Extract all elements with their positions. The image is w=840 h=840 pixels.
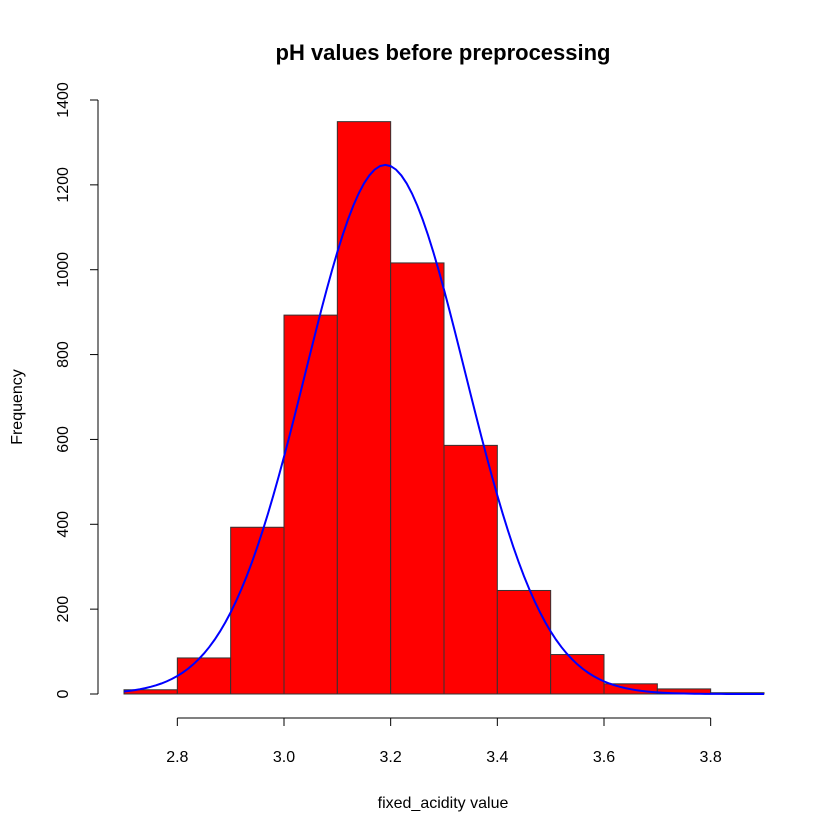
histogram-bar xyxy=(550,654,605,695)
y-tick-label: 1200 xyxy=(55,167,72,203)
x-tick-label: 3.6 xyxy=(593,749,615,766)
x-tick-label: 3.8 xyxy=(700,749,722,766)
histogram-bar xyxy=(176,657,232,695)
histogram-bar xyxy=(283,314,338,695)
y-axis: 0 200 400 600 800 1000 1200 1400 xyxy=(55,82,99,698)
y-tick-label: 1400 xyxy=(55,82,72,118)
histogram-bar xyxy=(443,444,498,695)
y-tick-label: 0 xyxy=(55,689,72,698)
histogram-bar xyxy=(390,262,445,695)
x-axis-label: fixed_acidity value xyxy=(378,795,509,812)
histogram-bar xyxy=(336,121,392,695)
chart-title: pH values before preprocessing xyxy=(276,40,611,65)
histogram-bar xyxy=(230,526,285,695)
x-tick-label: 3.0 xyxy=(273,749,295,766)
y-axis-label: Frequency xyxy=(9,369,26,445)
y-tick-label: 800 xyxy=(55,341,72,368)
density-curve xyxy=(123,163,764,695)
y-tick-label: 200 xyxy=(55,596,72,623)
histogram-bar xyxy=(496,589,552,695)
x-axis: 2.8 3.0 3.2 3.4 3.6 3.8 xyxy=(166,717,722,766)
y-tick-label: 400 xyxy=(55,511,72,538)
x-tick-label: 3.4 xyxy=(486,749,508,766)
x-tick-label: 2.8 xyxy=(166,749,188,766)
histogram-bars xyxy=(123,121,765,695)
x-tick-label: 3.2 xyxy=(380,749,402,766)
y-tick-label: 1000 xyxy=(55,252,72,288)
y-tick-label: 600 xyxy=(55,426,72,453)
